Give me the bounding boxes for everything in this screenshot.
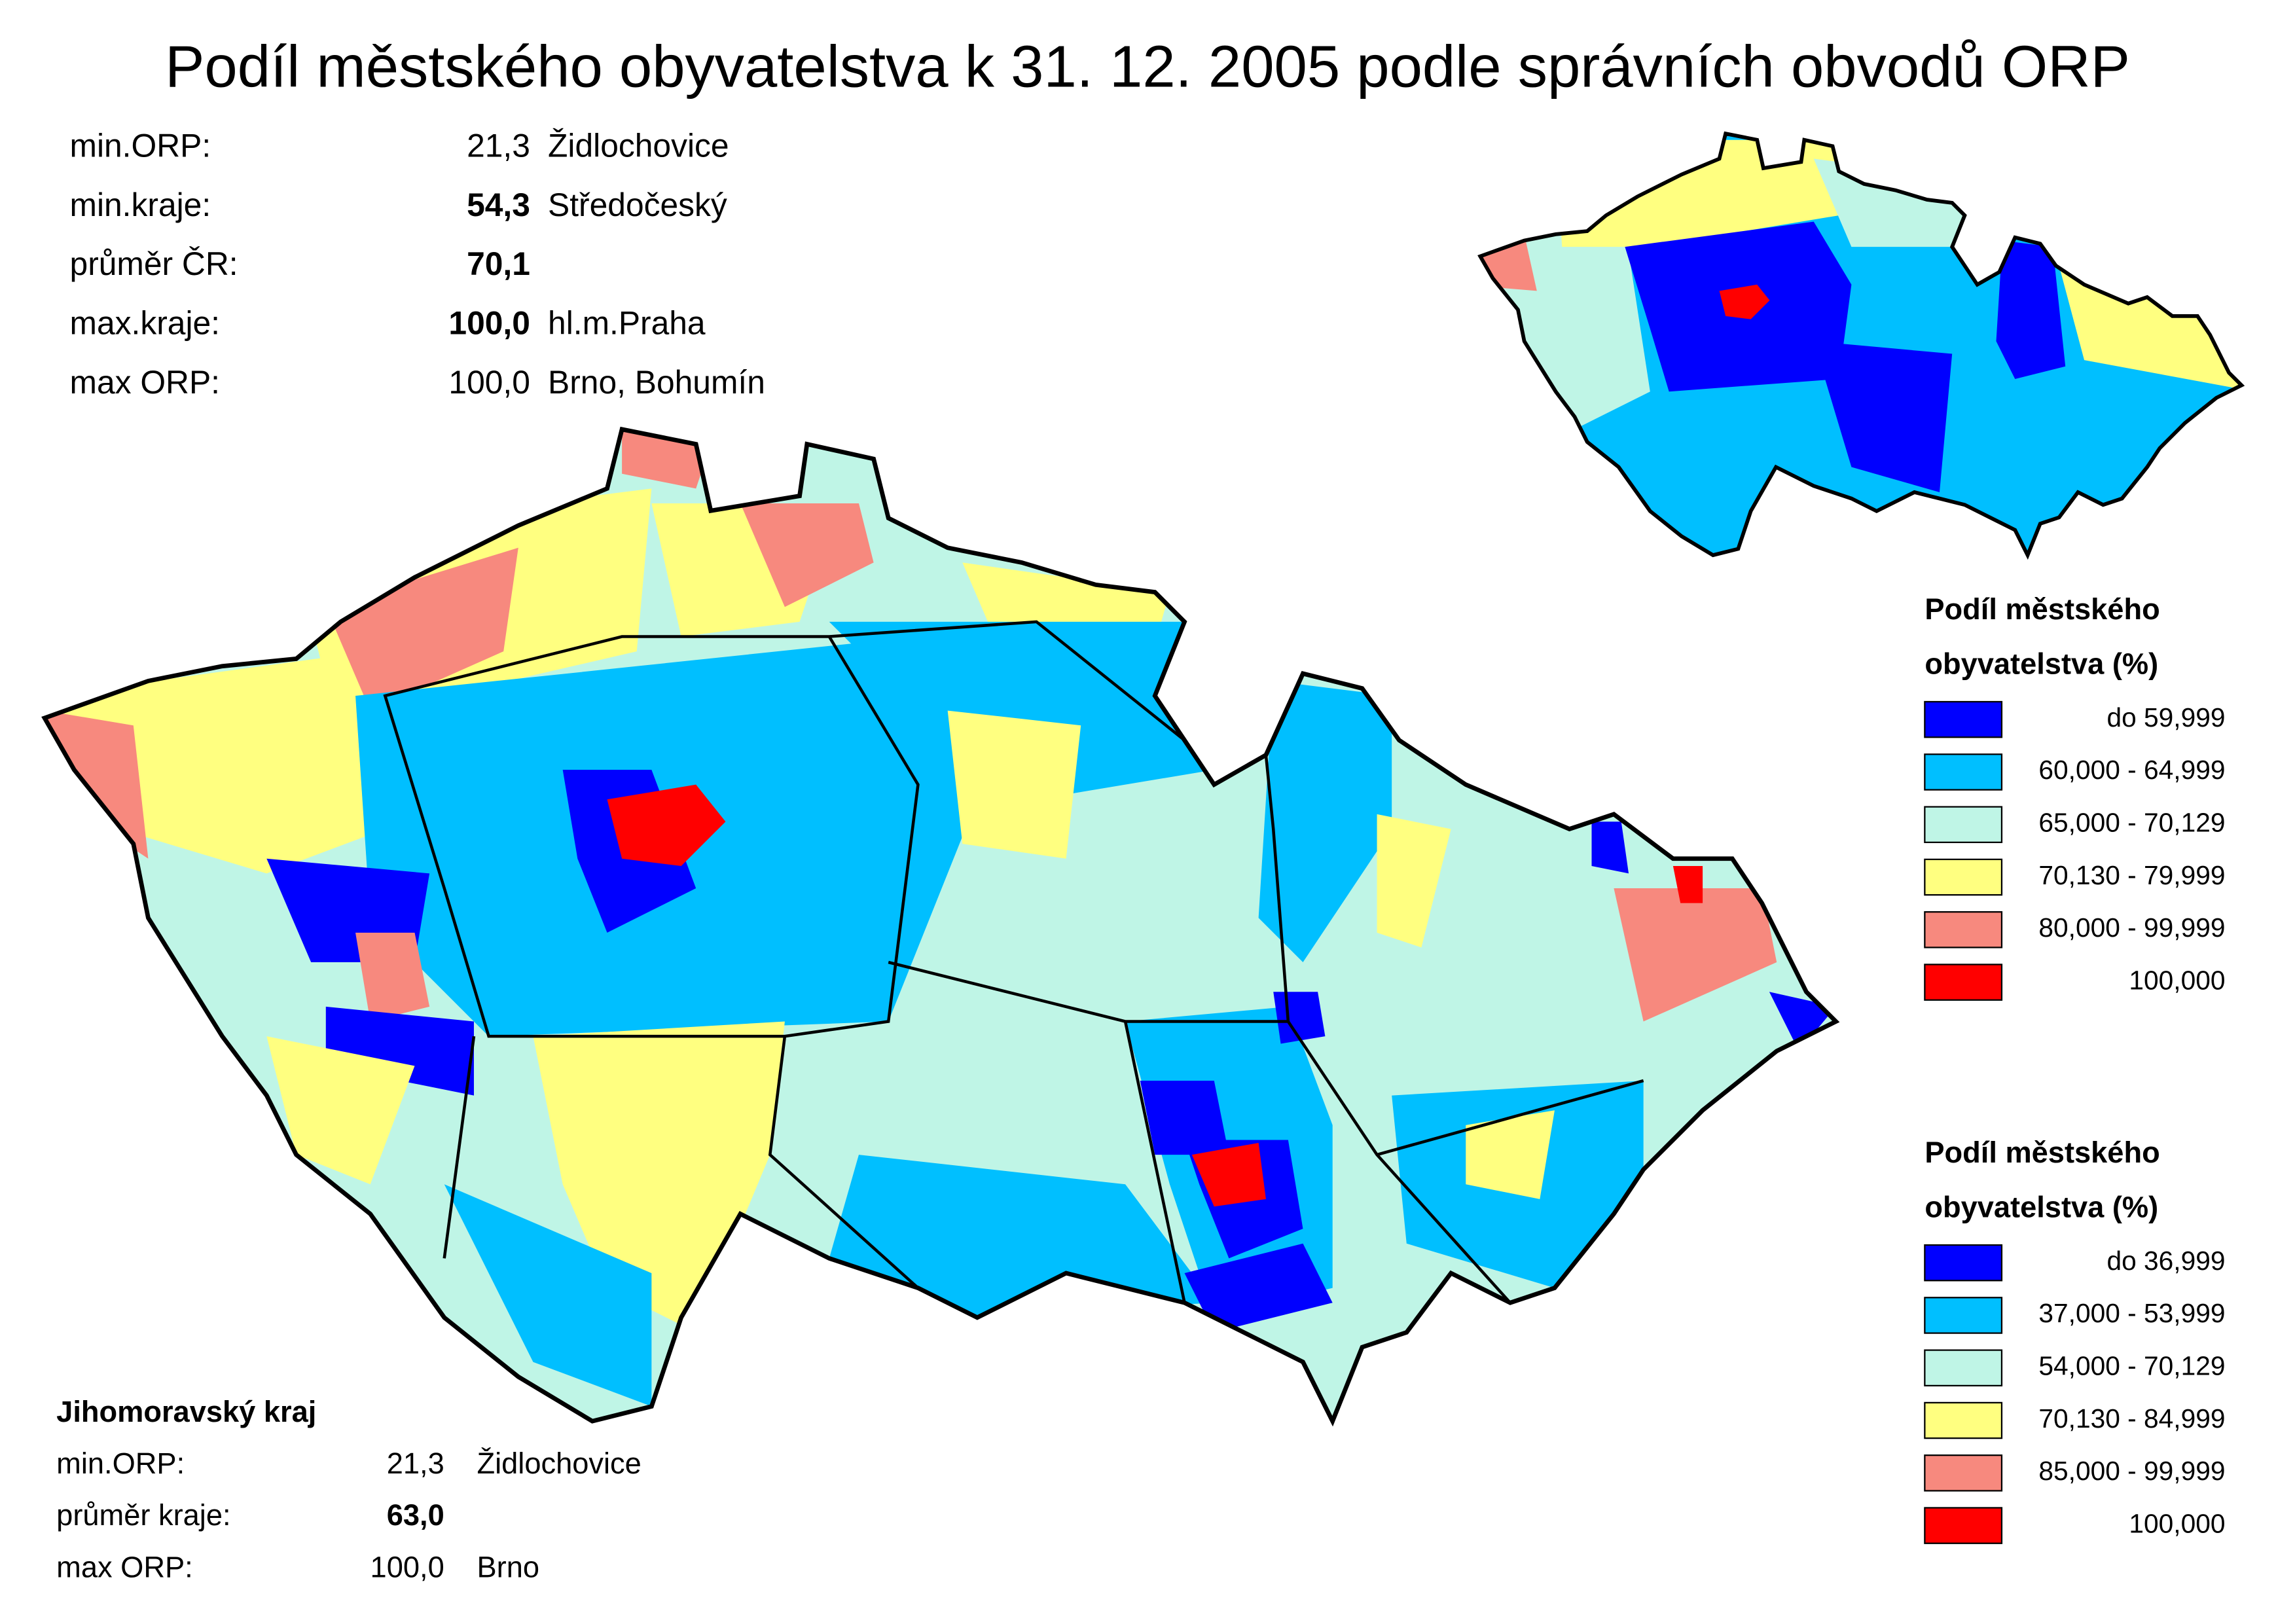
legend-swatch xyxy=(1924,700,2003,738)
row-label: průměr ČR: xyxy=(70,245,238,282)
legend-swatch xyxy=(1924,964,2003,1001)
legend-title: Podíl městského xyxy=(1925,592,2159,626)
row-value: 100,0 xyxy=(448,364,530,401)
legend-swatch xyxy=(1924,911,2003,948)
legend-swatch xyxy=(1924,1507,2003,1544)
legend-label: 70,130 - 84,999 xyxy=(2038,1403,2225,1434)
legend-label: 54,000 - 70,129 xyxy=(2038,1350,2225,1380)
title: Podíl městského obyvatelstva k 31. 12. 2… xyxy=(165,33,2130,99)
legend-label: 80,000 - 99,999 xyxy=(2038,912,2225,943)
legend-swatch xyxy=(1924,1454,2003,1492)
legend-swatch xyxy=(1924,1244,2003,1282)
legend-label: 65,000 - 70,129 xyxy=(2038,807,2225,837)
main-map xyxy=(0,414,1866,1451)
row-label: max.kraje: xyxy=(70,305,220,342)
row-value: 63,0 xyxy=(387,1498,444,1532)
legend-label: do 59,999 xyxy=(2106,702,2225,732)
legend-label: do 36,999 xyxy=(2106,1246,2225,1276)
row-label: max ORP: xyxy=(56,1550,193,1583)
region-title: Jihomoravský kraj xyxy=(56,1395,316,1428)
legend-title: obyvatelstva (%) xyxy=(1925,1191,2158,1224)
legend-label: 85,000 - 99,999 xyxy=(2038,1456,2225,1486)
row-value: 70,1 xyxy=(467,245,530,282)
row-value: 21,3 xyxy=(387,1447,444,1480)
inset-map xyxy=(1461,127,2254,568)
legend-swatch xyxy=(1924,806,2003,843)
legend-swatch xyxy=(1924,753,2003,791)
legend-swatch xyxy=(1924,1401,2003,1439)
legend-swatch xyxy=(1924,1297,2003,1334)
row-label: průměr kraje: xyxy=(56,1498,230,1532)
row-label: min.ORP: xyxy=(56,1447,185,1480)
legend-title: obyvatelstva (%) xyxy=(1925,647,2158,681)
row-label: min.kraje: xyxy=(70,187,211,223)
row-value: 100,0 xyxy=(370,1550,444,1583)
legend-label: 100,000 xyxy=(2129,965,2225,995)
legend-swatch xyxy=(1924,1349,2003,1387)
row-value: 100,0 xyxy=(448,305,530,342)
legend-title: Podíl městského xyxy=(1925,1136,2159,1169)
legend-swatch xyxy=(1924,858,2003,896)
row-note: hl.m.Praha xyxy=(548,305,706,342)
row-note: Brno xyxy=(477,1550,539,1583)
row-value: 54,3 xyxy=(467,187,530,223)
row-value: 21,3 xyxy=(467,127,530,164)
row-label: min.ORP: xyxy=(70,127,211,164)
legend-label: 100,000 xyxy=(2129,1508,2225,1538)
row-label: max ORP: xyxy=(70,364,220,401)
legend-label: 37,000 - 53,999 xyxy=(2038,1298,2225,1328)
row-note: Židlochovice xyxy=(477,1447,641,1480)
row-note: Brno, Bohumín xyxy=(548,364,765,401)
row-note: Středočeský xyxy=(548,187,727,223)
legend-label: 60,000 - 64,999 xyxy=(2038,755,2225,785)
row-note: Židlochovice xyxy=(548,127,729,164)
legend-label: 70,130 - 79,999 xyxy=(2038,860,2225,890)
